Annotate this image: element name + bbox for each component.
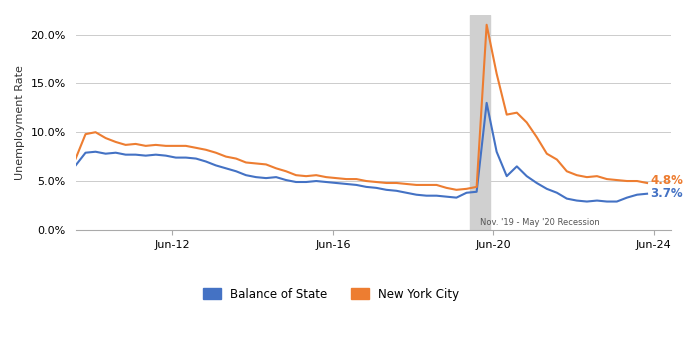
Text: Nov. '19 - May '20 Recession: Nov. '19 - May '20 Recession xyxy=(480,218,600,227)
Y-axis label: Unemployment Rate: Unemployment Rate xyxy=(15,65,25,180)
Legend: Balance of State, New York City: Balance of State, New York City xyxy=(199,283,464,306)
Text: 4.8%: 4.8% xyxy=(650,174,683,187)
Bar xyxy=(470,15,490,230)
Text: 3.7%: 3.7% xyxy=(650,187,683,200)
